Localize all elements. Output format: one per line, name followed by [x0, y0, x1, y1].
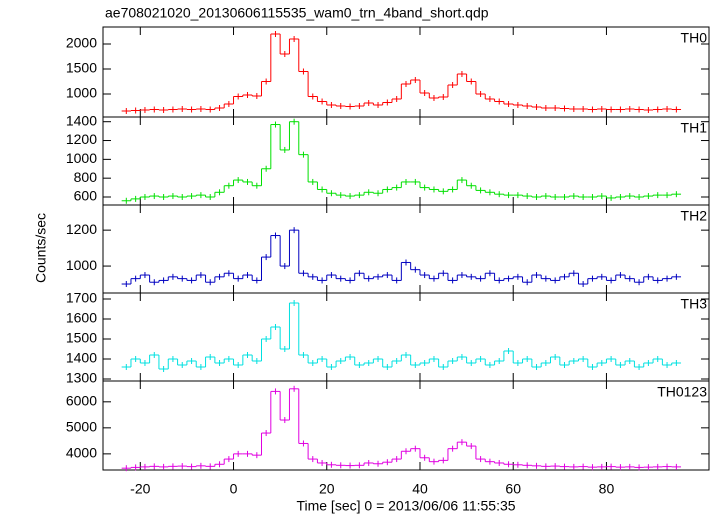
x-tick-label: 60 [505, 481, 521, 497]
y-tick-label: 4000 [66, 445, 97, 461]
y-tick-label: 1400 [66, 350, 97, 366]
y-tick-label: 800 [74, 169, 98, 185]
panel-label: TH2 [681, 208, 708, 224]
y-tick-label: 1000 [66, 150, 97, 166]
panel-frame [102, 292, 710, 382]
y-tick-label: 1200 [66, 221, 97, 237]
panel-frame [102, 204, 710, 294]
x-tick-label: 20 [319, 481, 335, 497]
x-axis-label: Time [sec] 0 = 2013/06/06 11:55:35 [296, 498, 515, 514]
x-tick-label: 80 [599, 481, 615, 497]
x-tick-label: 40 [412, 481, 428, 497]
y-axis-label: Counts/sec [33, 213, 49, 283]
panel-label: TH0123 [657, 384, 707, 400]
y-tick-label: 1700 [66, 290, 97, 306]
panel-frame [102, 380, 710, 471]
y-tick-label: 1400 [66, 112, 97, 128]
y-tick-label: 1000 [66, 257, 97, 273]
y-tick-label: 1200 [66, 131, 97, 147]
y-tick-label: 1500 [66, 60, 97, 76]
y-tick-label: 1000 [66, 85, 97, 101]
y-tick-label: 6000 [66, 393, 97, 409]
y-tick-label: 1500 [66, 330, 97, 346]
y-tick-label: 1300 [66, 370, 97, 386]
x-tick-label: -20 [130, 481, 150, 497]
panel-label: TH0 [681, 30, 708, 46]
chart-title: ae708021020_20130606115535_wam0_trn_4ban… [105, 5, 489, 21]
y-tick-label: 600 [74, 188, 98, 204]
y-tick-label: 1600 [66, 310, 97, 326]
x-tick-label: 0 [230, 481, 238, 497]
panel-frame [102, 116, 710, 206]
y-tick-label: 5000 [66, 419, 97, 435]
panel-frame [102, 26, 710, 118]
panel-label: TH3 [681, 296, 708, 312]
panel-label: TH1 [681, 120, 708, 136]
y-tick-label: 2000 [66, 35, 97, 51]
